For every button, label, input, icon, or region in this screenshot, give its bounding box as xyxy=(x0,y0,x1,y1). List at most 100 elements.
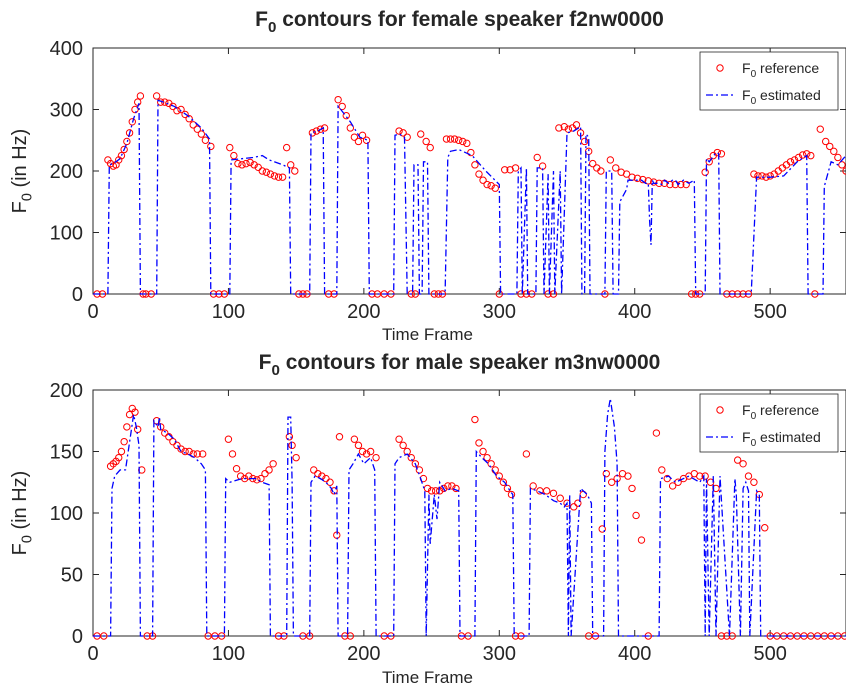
data-point-reference xyxy=(278,173,287,181)
data-point-reference xyxy=(250,161,258,169)
y-tick-label: 150 xyxy=(50,442,83,464)
y-tick-label: 50 xyxy=(61,565,83,587)
data-point-reference xyxy=(320,124,329,132)
data-point-reference xyxy=(495,472,503,480)
data-point-reference xyxy=(287,161,295,169)
legend-label-main: F xyxy=(742,402,751,418)
y-axis-label: F0 (in Hz) xyxy=(9,471,36,556)
data-point-reference xyxy=(274,173,283,181)
data-point-reference xyxy=(234,159,242,168)
x-tick-label: 500 xyxy=(753,643,786,665)
data-point-reference xyxy=(131,408,139,416)
legend-label-main: F xyxy=(742,429,751,445)
y-axis-label: F0 (in Hz) xyxy=(9,129,36,214)
data-point-reference xyxy=(395,127,403,135)
data-point-reference xyxy=(511,164,520,172)
data-point-reference xyxy=(423,484,432,493)
x-tick-label: 400 xyxy=(618,643,651,665)
data-point-reference xyxy=(580,137,589,146)
legend-box xyxy=(699,393,839,453)
y-tick-label: 100 xyxy=(50,503,83,525)
data-point-reference xyxy=(544,290,552,298)
data-point-reference xyxy=(766,172,774,180)
data-point-reference xyxy=(334,95,342,104)
data-point-reference xyxy=(668,482,677,490)
data-point-reference xyxy=(266,170,275,178)
data-point-reference xyxy=(269,460,277,468)
chart-title-sub: 0 xyxy=(268,19,276,36)
data-point-reference xyxy=(226,143,234,152)
data-point-reference xyxy=(133,98,142,106)
data-point-reference xyxy=(242,159,250,168)
data-point-reference xyxy=(838,161,846,169)
x-tick-label: 500 xyxy=(753,301,786,323)
x-tick-label: 100 xyxy=(212,301,245,323)
data-point-reference xyxy=(448,482,456,490)
y-axis-label-main: F xyxy=(9,543,31,555)
data-point-reference xyxy=(830,147,838,156)
chart-title-main: F xyxy=(259,351,272,374)
data-point-reference xyxy=(354,441,363,450)
data-point-reference xyxy=(517,290,525,298)
x-tick-label: 300 xyxy=(483,301,516,323)
data-point-reference xyxy=(254,163,262,172)
y-tick-label: 300 xyxy=(50,100,83,122)
data-point-reference xyxy=(712,484,720,493)
series-line-estimated xyxy=(93,99,846,295)
data-point-reference xyxy=(658,466,666,474)
data-point-reference xyxy=(560,123,569,131)
data-point-reference xyxy=(687,290,696,298)
data-point-reference xyxy=(136,92,145,100)
chart-panel-1: 0 100 200 300 400 500 0 100 200 300 400 Time Frame xyxy=(50,38,846,344)
data-point-reference xyxy=(310,466,318,474)
data-point-reference xyxy=(463,139,471,148)
data-point-reference xyxy=(739,460,747,468)
data-point-reference xyxy=(471,161,479,169)
legend xyxy=(699,393,839,453)
data-point-reference xyxy=(395,435,403,443)
legend-label-sub: 0 xyxy=(751,438,757,449)
data-point-reference xyxy=(257,474,265,483)
data-point-reference xyxy=(253,476,261,484)
data-point-reference xyxy=(157,98,165,106)
data-point-reference xyxy=(201,136,210,144)
data-point-reference xyxy=(123,137,131,146)
data-point-reference xyxy=(549,290,558,298)
y-axis-label-sub: 0 xyxy=(20,193,36,201)
data-point-reference xyxy=(666,180,674,189)
legend-label-rest: estimated xyxy=(756,429,821,445)
data-point-reference xyxy=(350,435,359,443)
data-point-reference xyxy=(826,142,834,151)
data-point-reference xyxy=(240,474,249,483)
data-point-reference xyxy=(602,469,610,478)
legend-label-sub: 0 xyxy=(751,69,757,80)
data-point-reference xyxy=(330,487,338,495)
data-point-reference xyxy=(475,439,483,447)
data-point-reference xyxy=(701,168,709,176)
data-point-reference xyxy=(529,482,537,490)
data-point-reference xyxy=(258,167,266,175)
data-point-reference xyxy=(407,453,415,462)
data-point-reference xyxy=(682,180,690,189)
data-point-reference xyxy=(834,153,842,162)
data-point-reference xyxy=(342,111,350,120)
data-point-reference xyxy=(479,176,487,184)
data-point-reference xyxy=(193,125,201,133)
data-point-reference xyxy=(696,472,704,480)
legend-label-main: F xyxy=(742,87,751,103)
data-point-reference xyxy=(173,441,181,450)
data-point-reference xyxy=(533,153,541,162)
y-axis-label-sub: 0 xyxy=(20,535,36,543)
data-point-reference xyxy=(467,148,475,157)
data-point-reference xyxy=(230,151,238,160)
data-point-reference xyxy=(282,143,291,152)
data-point-reference xyxy=(228,450,237,458)
data-point-reference xyxy=(821,137,830,146)
data-point-reference xyxy=(794,153,803,162)
data-point-reference xyxy=(442,135,451,143)
data-point-reference xyxy=(487,182,495,190)
data-point-reference xyxy=(417,130,425,138)
chart-title-sub: 0 xyxy=(271,362,279,379)
legend-label-main: F xyxy=(742,60,751,76)
data-point-reference xyxy=(335,433,344,441)
